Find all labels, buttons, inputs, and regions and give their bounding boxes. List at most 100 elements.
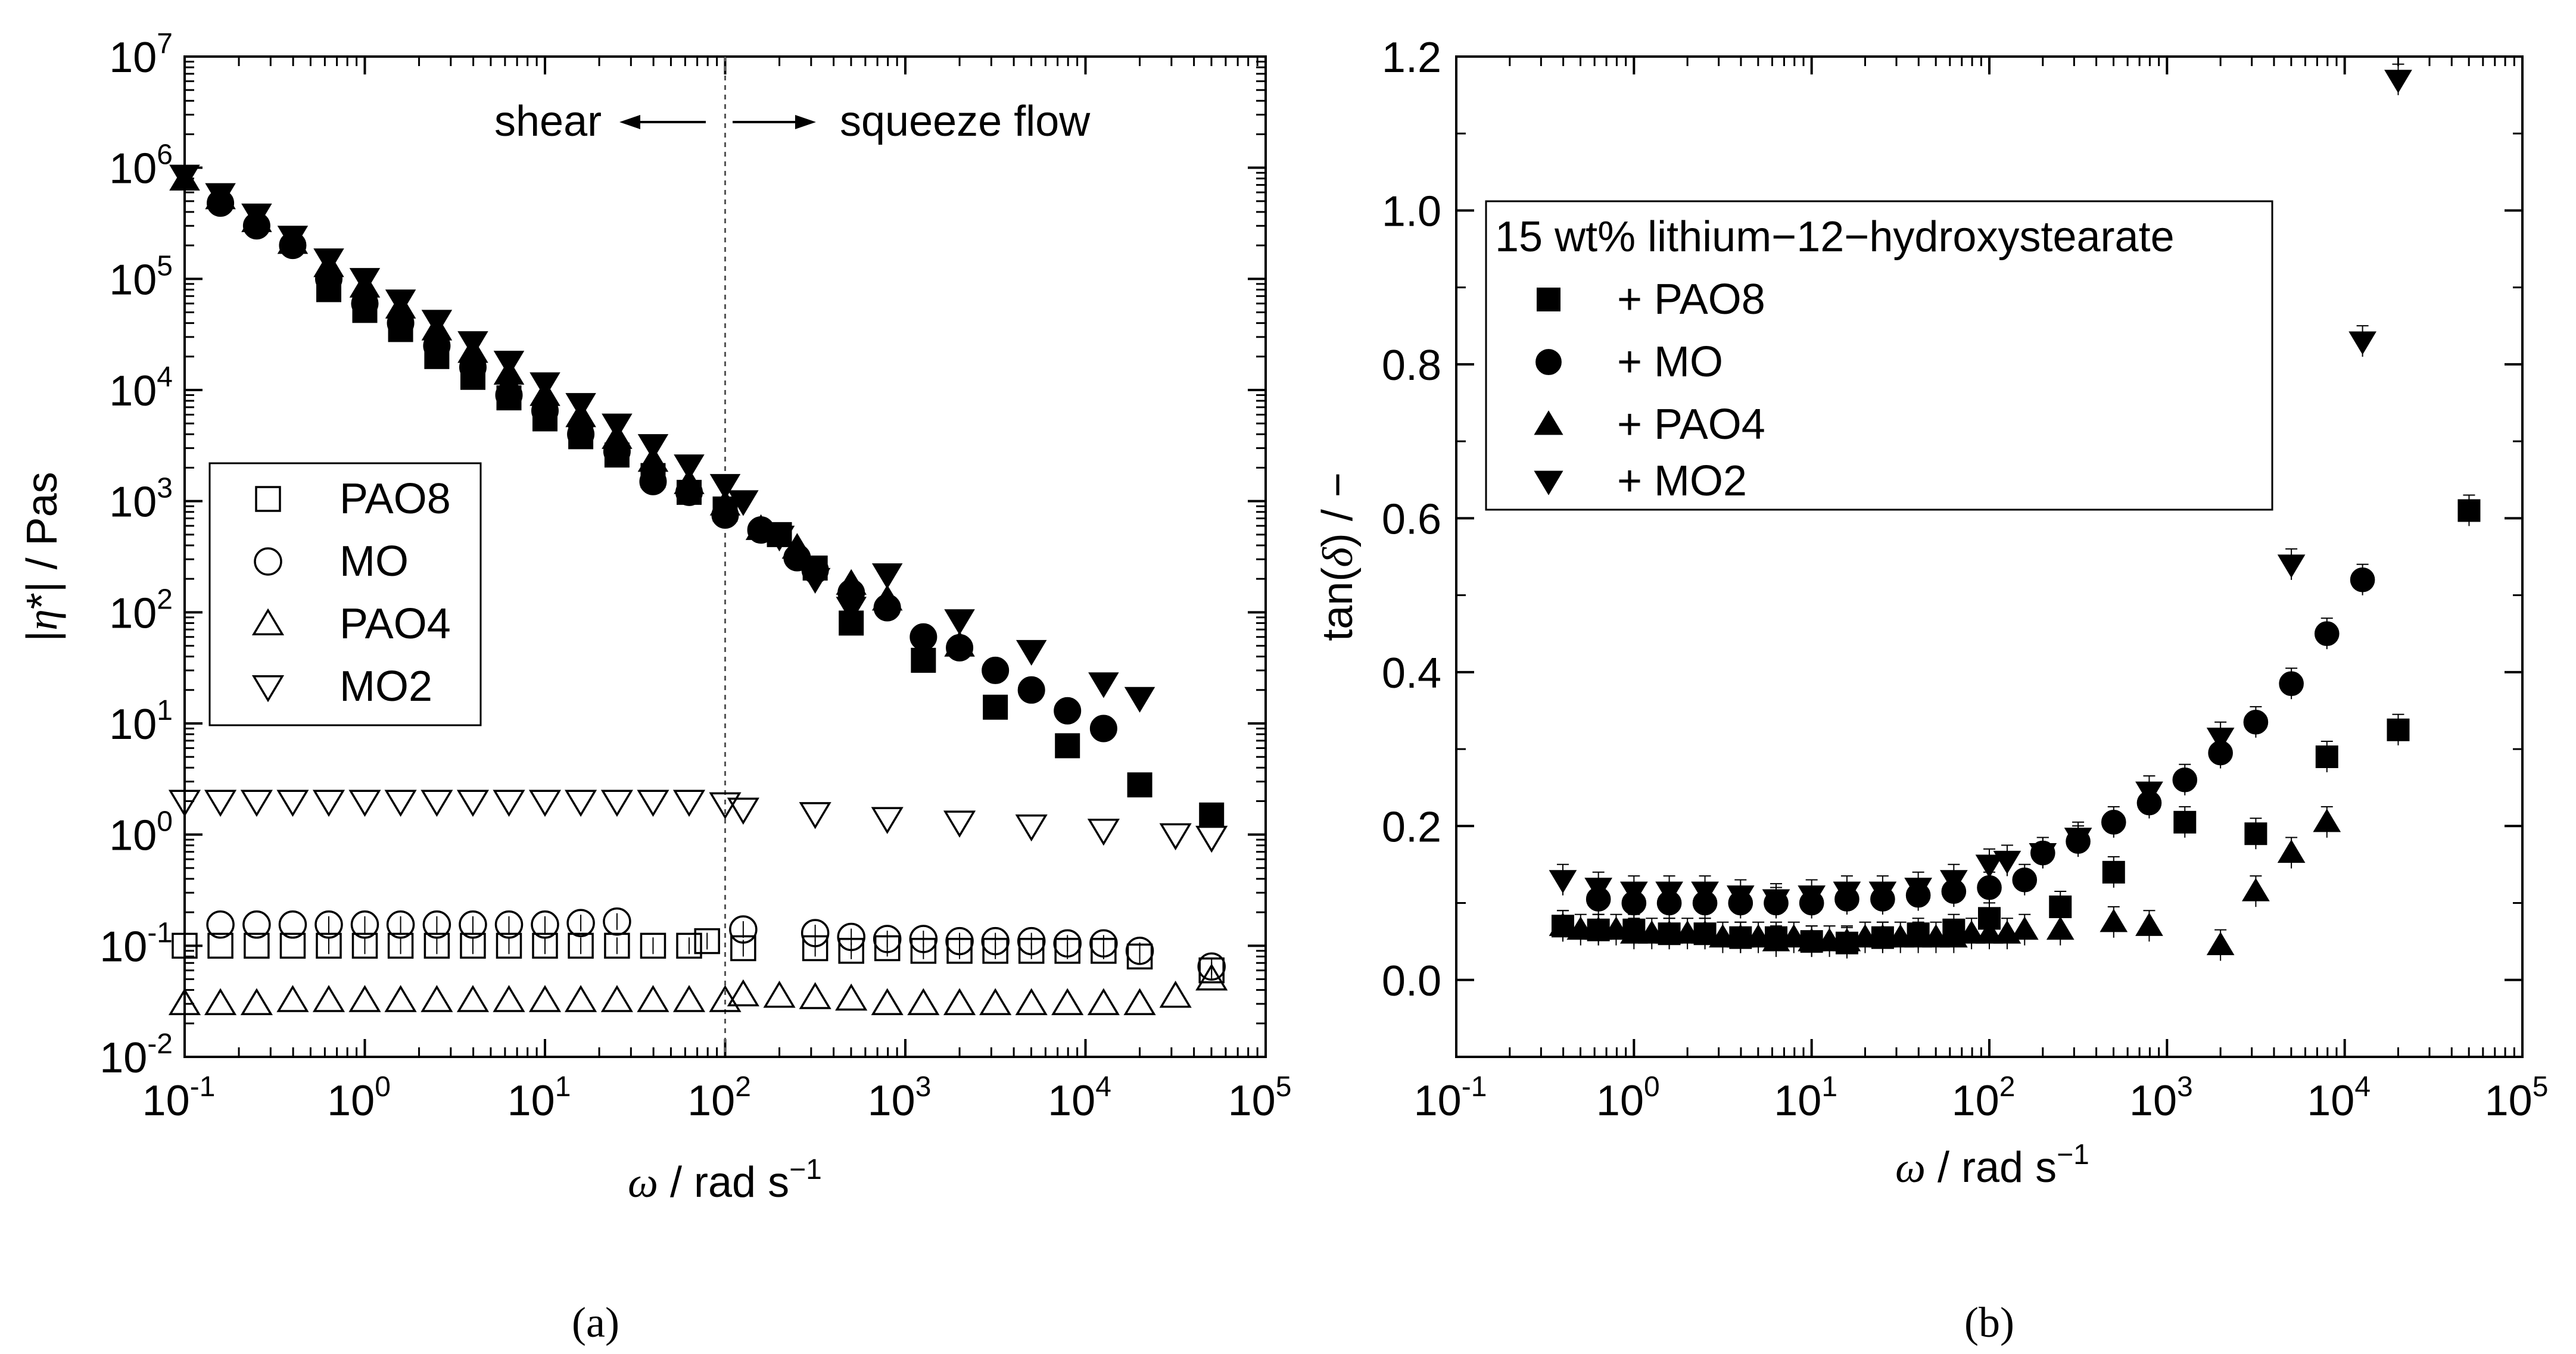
data-point bbox=[276, 790, 309, 817]
data-point bbox=[943, 810, 976, 838]
data-point bbox=[460, 932, 486, 959]
data-point bbox=[1088, 672, 1119, 698]
data-point bbox=[982, 656, 1010, 684]
data-point bbox=[420, 790, 453, 817]
panel-a-chart: 10-1 100 101 102 103 104 105 10-210-1100101102… bbox=[18, 28, 1291, 1346]
data-point bbox=[1549, 912, 1577, 936]
data-point bbox=[1195, 963, 1228, 991]
panel-b-legend-frame bbox=[1485, 200, 2273, 511]
data-point bbox=[945, 926, 974, 956]
data-point bbox=[1016, 639, 1047, 666]
data-point bbox=[422, 910, 451, 939]
panel-b-legend-markers bbox=[1534, 288, 1563, 495]
data-point bbox=[1886, 924, 1915, 948]
data-point bbox=[1691, 920, 1719, 944]
data-point bbox=[1957, 920, 1986, 944]
data-point bbox=[2279, 671, 2304, 697]
data-point bbox=[2206, 728, 2235, 751]
data-point bbox=[278, 910, 307, 939]
data-point bbox=[602, 413, 633, 439]
data-point bbox=[2102, 860, 2125, 884]
data-point bbox=[206, 910, 235, 939]
data-point bbox=[640, 932, 666, 959]
data-point bbox=[676, 932, 702, 959]
data-point bbox=[800, 919, 830, 947]
y-tick-label: 0.0 bbox=[1382, 957, 1441, 1005]
y-tick-label: 1.0 bbox=[1382, 188, 1441, 235]
panel-b-legend: 15 wt% lithium−12−hydroxystearate + PAO8… bbox=[1485, 200, 2273, 511]
data-point bbox=[532, 932, 558, 959]
series-mo2 bbox=[1549, 63, 2412, 915]
data-point bbox=[314, 910, 343, 939]
annotation-squeeze-flow: squeeze flow bbox=[840, 98, 1091, 145]
x-tick-label: 101 bbox=[507, 1071, 571, 1125]
panel-a-series bbox=[168, 164, 1228, 1015]
data-point bbox=[2172, 767, 2198, 793]
data-point bbox=[1619, 881, 1648, 905]
data-point bbox=[1584, 916, 1613, 940]
legend-label-pao8: PAO8 bbox=[339, 475, 451, 523]
y-tick-label: 104 bbox=[109, 361, 173, 415]
y-tick-label: 100 bbox=[109, 806, 173, 860]
data-point bbox=[1017, 926, 1046, 956]
data-point bbox=[172, 932, 198, 959]
data-point bbox=[709, 489, 741, 516]
x-tick-label: 100 bbox=[1596, 1071, 1660, 1125]
data-point bbox=[1566, 916, 1595, 940]
data-point bbox=[1055, 733, 1080, 759]
data-point bbox=[600, 790, 633, 817]
data-point bbox=[495, 381, 523, 409]
data-point bbox=[276, 985, 309, 1012]
data-point bbox=[1195, 825, 1228, 853]
data-point bbox=[2244, 822, 2267, 846]
data-point bbox=[350, 910, 379, 939]
data-point bbox=[909, 925, 938, 953]
x-tick-label: 100 bbox=[327, 1071, 391, 1125]
legend-label-plus-mo: + MO bbox=[1617, 338, 1723, 386]
data-point bbox=[1851, 924, 1879, 948]
data-point bbox=[837, 922, 865, 951]
data-point bbox=[729, 915, 758, 944]
data-point bbox=[781, 533, 813, 559]
panel-b-x-tick-labels: 10-1 100 101 102 103 104 105 bbox=[1414, 1071, 2549, 1125]
data-point bbox=[496, 932, 522, 959]
y-tick-label: 1.2 bbox=[1382, 34, 1441, 82]
legend-label-plus-mo2: + MO2 bbox=[1617, 457, 1747, 505]
data-point bbox=[2457, 499, 2481, 522]
y-tick-label: 105 bbox=[109, 250, 173, 304]
panel-a-legend-markers bbox=[251, 486, 285, 703]
data-point bbox=[2314, 621, 2340, 647]
data-point bbox=[1053, 929, 1082, 958]
data-point bbox=[2243, 710, 2269, 735]
data-point bbox=[1089, 715, 1117, 742]
data-point bbox=[709, 474, 741, 500]
legend-label-plus-pao8: + PAO8 bbox=[1617, 276, 1765, 323]
data-point bbox=[1015, 988, 1048, 1015]
data-point bbox=[421, 310, 453, 336]
data-point bbox=[1124, 687, 1155, 713]
squeeze-flow-arrow bbox=[733, 115, 816, 129]
panel-a-x-axis-label: ω / rad s−1 bbox=[628, 1154, 822, 1206]
legend-label-pao4: PAO4 bbox=[339, 600, 451, 648]
annotation-shear: shear bbox=[494, 98, 602, 145]
data-point bbox=[1868, 881, 1897, 905]
x-tick-label: 10-1 bbox=[1414, 1071, 1487, 1125]
data-point bbox=[672, 790, 706, 817]
x-tick-label: 105 bbox=[2485, 1071, 2549, 1125]
data-point bbox=[2010, 916, 2039, 940]
data-point bbox=[1726, 924, 1755, 948]
y-tick-label: 106 bbox=[109, 139, 173, 193]
data-point bbox=[493, 985, 525, 1012]
legend-marker-pao4 bbox=[251, 608, 285, 635]
data-point bbox=[764, 525, 795, 552]
data-point bbox=[2384, 70, 2412, 93]
x-tick-label: 102 bbox=[1952, 1071, 2016, 1125]
data-point bbox=[205, 183, 236, 209]
data-point bbox=[1691, 881, 1719, 905]
data-point bbox=[727, 979, 759, 1007]
data-point bbox=[528, 790, 562, 817]
panel-a-legend-frame bbox=[208, 462, 482, 726]
data-point bbox=[531, 910, 559, 939]
data-point bbox=[672, 985, 706, 1012]
data-point bbox=[385, 289, 416, 316]
